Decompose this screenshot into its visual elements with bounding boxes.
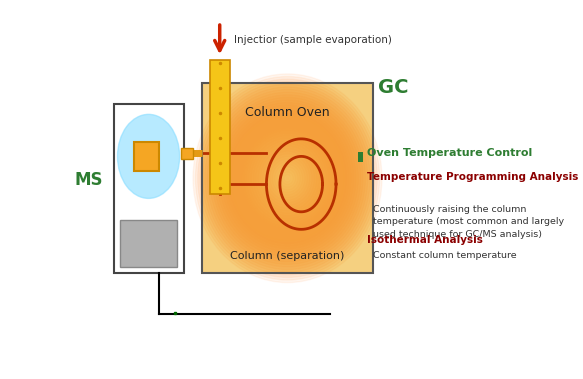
Ellipse shape bbox=[280, 171, 294, 186]
Text: Oven Temperature Control: Oven Temperature Control bbox=[367, 148, 532, 158]
Bar bbox=[210, 60, 230, 194]
Ellipse shape bbox=[247, 134, 328, 222]
Text: GC: GC bbox=[378, 78, 408, 97]
Ellipse shape bbox=[118, 114, 180, 198]
Ellipse shape bbox=[259, 147, 316, 210]
Ellipse shape bbox=[193, 74, 382, 283]
Ellipse shape bbox=[262, 150, 314, 207]
Ellipse shape bbox=[200, 82, 375, 275]
Ellipse shape bbox=[285, 175, 290, 181]
Text: Constant column temperature: Constant column temperature bbox=[373, 251, 517, 260]
Ellipse shape bbox=[229, 113, 346, 243]
Ellipse shape bbox=[273, 163, 301, 194]
Ellipse shape bbox=[222, 105, 354, 251]
Ellipse shape bbox=[226, 110, 349, 246]
Ellipse shape bbox=[209, 92, 366, 264]
Text: Isothermal Analysis: Isothermal Analysis bbox=[367, 235, 483, 245]
Ellipse shape bbox=[198, 79, 377, 277]
Ellipse shape bbox=[205, 87, 370, 269]
Ellipse shape bbox=[202, 85, 373, 272]
Ellipse shape bbox=[238, 124, 337, 233]
Ellipse shape bbox=[252, 139, 323, 218]
Text: Injectior (sample evaporation): Injectior (sample evaporation) bbox=[234, 34, 392, 45]
Ellipse shape bbox=[271, 160, 304, 197]
Ellipse shape bbox=[283, 173, 292, 183]
Ellipse shape bbox=[233, 118, 342, 238]
Ellipse shape bbox=[219, 103, 356, 254]
Ellipse shape bbox=[215, 97, 361, 259]
Ellipse shape bbox=[254, 142, 321, 215]
Bar bbox=[134, 142, 159, 171]
Ellipse shape bbox=[217, 100, 359, 257]
Bar bbox=[181, 148, 192, 159]
Bar bbox=[202, 83, 373, 273]
Ellipse shape bbox=[240, 126, 335, 230]
Ellipse shape bbox=[264, 152, 311, 204]
Bar bbox=[202, 83, 373, 273]
Ellipse shape bbox=[224, 108, 351, 249]
Ellipse shape bbox=[212, 95, 363, 262]
Ellipse shape bbox=[278, 168, 297, 189]
Ellipse shape bbox=[266, 155, 309, 202]
Bar bbox=[114, 104, 184, 273]
Ellipse shape bbox=[276, 165, 299, 191]
Text: Continuously raising the column
temperature (most common and largely
used techni: Continuously raising the column temperat… bbox=[373, 205, 564, 238]
Ellipse shape bbox=[243, 129, 332, 228]
Ellipse shape bbox=[231, 116, 344, 241]
Ellipse shape bbox=[207, 89, 368, 267]
Text: Column (separation): Column (separation) bbox=[230, 251, 345, 261]
Ellipse shape bbox=[195, 77, 380, 280]
Ellipse shape bbox=[245, 131, 330, 225]
Ellipse shape bbox=[269, 157, 307, 199]
Ellipse shape bbox=[257, 144, 318, 212]
Text: Column Oven: Column Oven bbox=[245, 106, 330, 119]
Text: MS: MS bbox=[75, 171, 103, 189]
Ellipse shape bbox=[236, 121, 339, 236]
Text: Temperature Programming Analysis: Temperature Programming Analysis bbox=[367, 172, 578, 182]
Bar bbox=[120, 220, 177, 267]
Bar bbox=[357, 152, 363, 162]
Ellipse shape bbox=[250, 136, 325, 220]
